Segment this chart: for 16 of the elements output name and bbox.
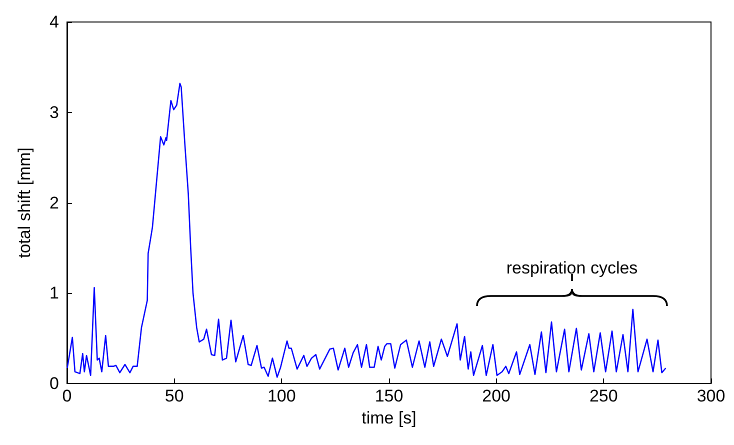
x-tick-label: 300 <box>696 386 726 406</box>
x-tick-label: 250 <box>589 386 618 406</box>
y-tick-label: 1 <box>50 284 59 303</box>
y-tick-label: 0 <box>50 374 59 393</box>
annotation: respiration cycles <box>506 258 638 278</box>
y-tick-label: 2 <box>50 193 59 212</box>
y-axis-title: total shift [mm] <box>15 147 34 258</box>
x-tick-label: 150 <box>374 386 404 406</box>
x-tick-label: 200 <box>482 386 511 406</box>
x-tick-label: 100 <box>267 386 296 406</box>
x-tick-label: 0 <box>62 386 72 406</box>
x-tick-label: 50 <box>164 386 184 406</box>
y-tick-label: 4 <box>50 12 59 32</box>
x-axis-title: time [s] <box>362 408 416 428</box>
y-tick-label: 3 <box>50 102 59 122</box>
line-series <box>66 82 666 378</box>
